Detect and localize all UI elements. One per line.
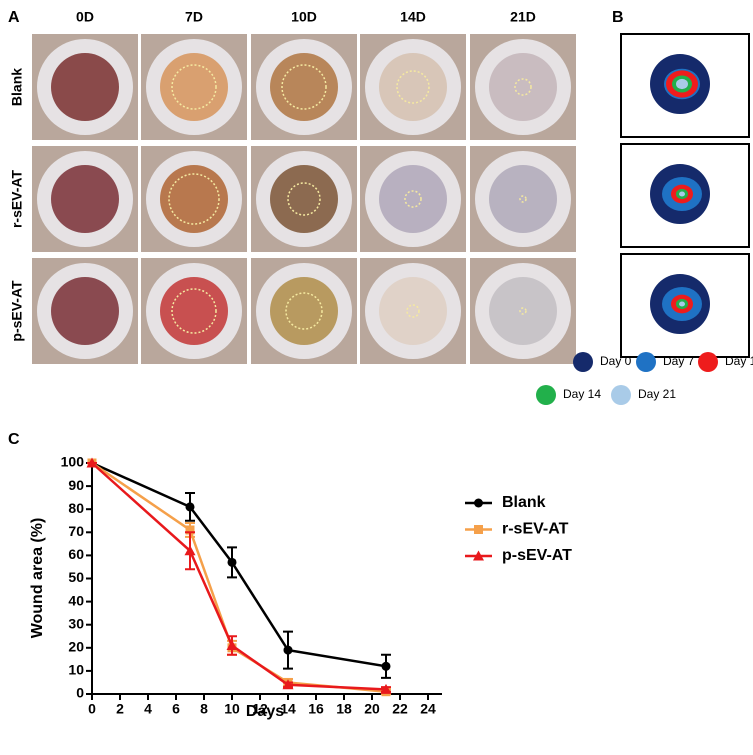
legend-label: r-sEV-AT: [502, 521, 569, 538]
wound-outline: [281, 64, 327, 110]
x-tick-label: 18: [336, 701, 352, 717]
legend-swatch: [611, 385, 631, 405]
wound-area: [160, 53, 228, 121]
legend-label: Blank: [502, 494, 546, 511]
y-tick-label: 90: [68, 477, 84, 493]
wound-area: [379, 165, 447, 233]
wound-outline: [519, 307, 527, 315]
y-tick-label: 70: [68, 523, 84, 539]
marker: [381, 661, 391, 671]
marker: [473, 550, 484, 561]
x-tick-label: 12: [252, 701, 268, 717]
wound-area: [379, 277, 447, 345]
y-axis-label: Wound area (%): [29, 518, 46, 639]
wound-area: [270, 277, 338, 345]
marker: [474, 498, 483, 508]
legend-label: Day 7: [663, 354, 695, 368]
wound-area: [379, 53, 447, 121]
x-tick-label: 16: [308, 701, 324, 717]
wound-outline-day: [676, 78, 688, 90]
column-label: 7D: [185, 9, 203, 25]
wound-outline: [519, 195, 527, 203]
x-tick-label: 4: [144, 701, 152, 717]
y-tick-label: 40: [68, 592, 84, 608]
wound-area: [270, 53, 338, 121]
marker: [184, 545, 196, 556]
wound-outline-day: [679, 191, 685, 197]
wound-outline: [287, 182, 321, 216]
x-axis-label: Days: [246, 703, 284, 720]
marker: [474, 525, 483, 534]
wound-outline-day: [679, 301, 685, 307]
legend-swatch: [636, 352, 656, 372]
column-label: 14D: [400, 9, 426, 25]
marker: [227, 557, 237, 567]
x-tick-label: 22: [392, 701, 408, 717]
photo-grid: 0D 7D 10D 14D 21D Blank r-sEV-AT p-sEV-AT: [9, 9, 576, 364]
marker: [185, 525, 195, 535]
wound-area: [160, 277, 228, 345]
legend-swatch: [573, 352, 593, 372]
wound-outline: [406, 304, 420, 318]
marker: [380, 683, 392, 694]
column-label: 10D: [291, 9, 317, 25]
panel-label: C: [8, 431, 20, 448]
panel-label: A: [8, 9, 20, 26]
wound-area: [51, 277, 119, 345]
wound-outline: [404, 190, 422, 208]
marker: [282, 679, 294, 690]
series-line: [91, 461, 387, 693]
legend-label: Day 0: [600, 354, 632, 368]
y-tick-label: 100: [61, 454, 85, 470]
marker: [283, 645, 293, 655]
marker: [226, 639, 238, 650]
x-tick-label: 24: [420, 701, 436, 717]
wound-area: [51, 53, 119, 121]
y-tick-label: 60: [68, 546, 84, 562]
x-tick-label: 0: [88, 701, 96, 717]
x-tick-label: 8: [200, 701, 208, 717]
wound-outline: [171, 64, 217, 110]
legend-swatch: [536, 385, 556, 405]
wound-diagrams: Day 0 Day 7 Day 10 Day 14 Day 21: [536, 33, 753, 405]
row-label: Blank: [9, 68, 25, 106]
panel-label: B: [612, 9, 624, 26]
y-tick-label: 80: [68, 500, 84, 516]
y-tick-label: 30: [68, 615, 84, 631]
wound-area: [160, 165, 228, 233]
wound-outline: [168, 173, 220, 225]
row-label: r-sEV-AT: [9, 170, 25, 229]
column-label: 0D: [76, 9, 94, 25]
legend-label: p-sEV-AT: [502, 547, 572, 564]
x-tick-label: 14: [280, 701, 296, 717]
wound-outline: [396, 70, 430, 104]
legend-label: Day 10: [725, 354, 753, 368]
marker: [185, 502, 195, 512]
marker: [86, 457, 98, 468]
legend-label: Day 14: [563, 387, 601, 401]
column-label: 21D: [510, 9, 536, 25]
wound-area: [270, 165, 338, 233]
wound-area: [51, 165, 119, 233]
y-tick-label: 0: [76, 685, 84, 701]
line-chart: Days Wound area (%) 01020304050607080901…: [29, 454, 572, 721]
wound-outline: [171, 288, 217, 334]
x-tick-label: 10: [224, 701, 240, 717]
wound-area: [489, 277, 557, 345]
wound-area: [489, 165, 557, 233]
x-tick-label: 20: [364, 701, 380, 717]
row-label: p-sEV-AT: [9, 280, 25, 342]
legend-label: Day 21: [638, 387, 676, 401]
x-tick-label: 2: [116, 701, 124, 717]
x-tick-label: 6: [172, 701, 180, 717]
y-tick-label: 10: [68, 662, 84, 678]
y-tick-label: 50: [68, 569, 84, 585]
wound-area: [489, 53, 557, 121]
legend-swatch: [698, 352, 718, 372]
wound-outline: [514, 78, 532, 96]
series-line: [91, 462, 387, 691]
y-tick-label: 20: [68, 639, 84, 655]
wound-outline: [285, 292, 323, 330]
